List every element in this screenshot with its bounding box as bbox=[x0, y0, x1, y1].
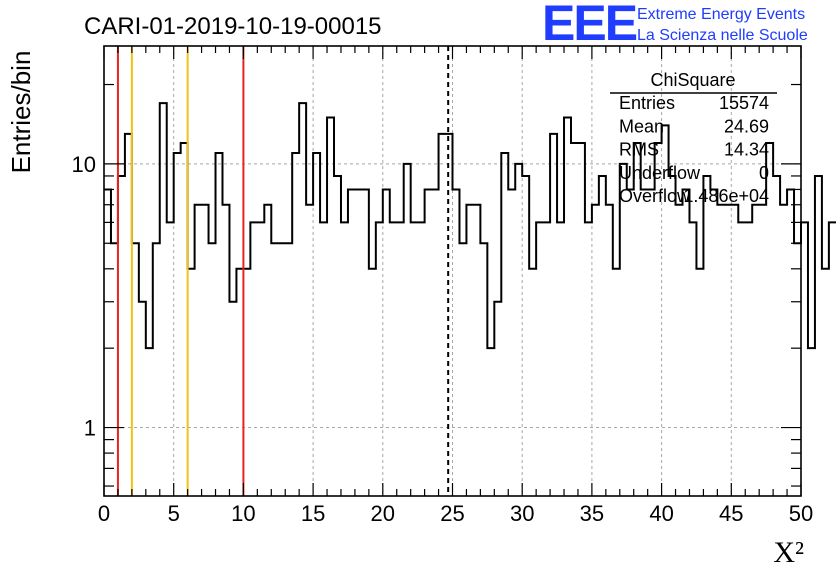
x-tick-label: 45 bbox=[719, 501, 743, 526]
x-axis-label: X² bbox=[773, 536, 804, 569]
stats-label: Entries bbox=[619, 93, 675, 113]
reference-lines bbox=[116, 46, 450, 496]
x-tick-label: 15 bbox=[301, 501, 325, 526]
y-tick-label: 10 bbox=[72, 152, 96, 177]
x-tick-label: 40 bbox=[649, 501, 673, 526]
stats-label: Overflow bbox=[619, 186, 691, 206]
histogram-bars bbox=[104, 102, 836, 350]
stats-value: 15574 bbox=[719, 93, 769, 113]
stats-label: Mean bbox=[619, 116, 664, 136]
stats-title: ChiSquare bbox=[650, 70, 735, 90]
x-tick-label: 0 bbox=[98, 501, 110, 526]
stats-value: 14.34 bbox=[724, 140, 769, 160]
x-tick-label: 30 bbox=[510, 501, 534, 526]
org-name-line2: La Scienza nelle Scuole bbox=[637, 27, 808, 44]
x-tick-label: 25 bbox=[440, 501, 464, 526]
stats-label: RMS bbox=[619, 140, 659, 160]
chart-title: CARI-01-2019-10-19-00015 bbox=[84, 13, 382, 40]
x-tick-label: 20 bbox=[371, 501, 395, 526]
x-tick-label: 10 bbox=[231, 501, 255, 526]
x-tick-label: 5 bbox=[168, 501, 180, 526]
org-name-line1: Extreme Energy Events bbox=[637, 6, 805, 23]
stats-value: 1.486e+04 bbox=[683, 186, 769, 206]
stats-box: ChiSquare Entries 15574 Mean 24.69 RMS 14.34 U… bbox=[610, 70, 777, 206]
histogram-series bbox=[104, 102, 836, 350]
grid bbox=[104, 46, 801, 496]
x-tick-label: 35 bbox=[580, 501, 604, 526]
y-axis-label: Entries/bin bbox=[6, 51, 36, 174]
eee-logo: EEE bbox=[542, 0, 637, 51]
y-tick-label: 1 bbox=[84, 416, 96, 441]
stats-value: 24.69 bbox=[724, 116, 769, 136]
stats-value: 0 bbox=[759, 163, 769, 183]
axis-ticks bbox=[103, 46, 802, 496]
stats-label: Underflow bbox=[619, 163, 701, 183]
tick-labels: 0 5 10 15 20 25 30 35 40 45 50 1 10 bbox=[72, 152, 814, 526]
x-tick-label: 50 bbox=[789, 501, 813, 526]
